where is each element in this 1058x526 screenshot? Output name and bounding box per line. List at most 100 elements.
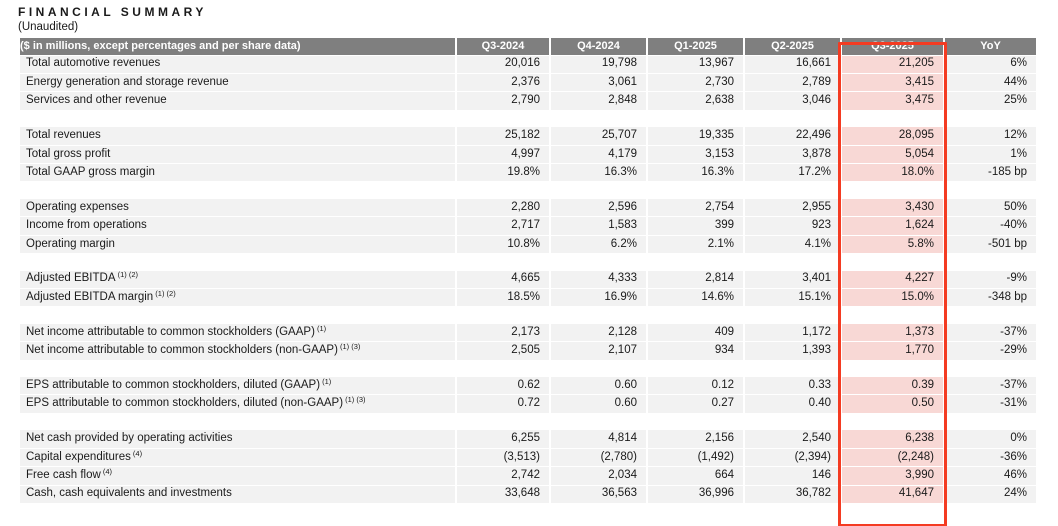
cell-q1-2025: 934 [648,342,743,360]
cell-yoy: 6% [945,55,1036,73]
cell-q3-2024: 20,016 [457,55,549,73]
cell-yoy: -31% [945,395,1036,413]
cell-yoy: 50% [945,198,1036,217]
column-header-q1-2025: Q1-2025 [648,38,743,55]
row-label: Adjusted EBITDA (1) (2) [20,270,455,288]
row-label: Total revenues [20,127,455,145]
cell-q2-2025: 1,172 [745,323,840,342]
table-row: Total revenues 25,182 25,707 19,335 22,496 28… [20,127,1036,145]
row-label: Income from operations [20,217,455,235]
row-label: Cash, cash equivalents and investments [20,485,455,503]
row-label-text: Adjusted EBITDA margin [26,290,154,303]
cell-yoy: 25% [945,92,1036,110]
cell-q4-2024: 2,107 [551,342,646,360]
page-subtitle: (Unaudited) [18,21,79,33]
table-row: Income from operations 2,717 1,583 399 923 1,… [20,217,1036,235]
row-label: Operating margin [20,235,455,254]
cell-q4-2024: 36,563 [551,485,646,503]
cell-q4-2024: 2,034 [551,467,646,485]
cell-q3-2024: 2,742 [457,467,549,485]
cell-q4-2024: 16.9% [551,288,646,307]
cell-q3-2025: 18.0% [842,163,943,182]
cell-q1-2025: 409 [648,323,743,342]
cell-yoy: -185 bp [945,163,1036,182]
cell-q2-2025: 0.40 [745,395,840,413]
cell-q1-2025: 0.27 [648,395,743,413]
cell-yoy: 0% [945,430,1036,448]
cell-q4-2024: 2,128 [551,323,646,342]
cell-q3-2025: 3,430 [842,198,943,217]
table-row: Net income attributable to common stockh… [20,342,1036,360]
footnote-ref: (1) [314,323,327,333]
cell-yoy: -40% [945,217,1036,235]
cell-yoy: 12% [945,127,1036,145]
row-label-text: Capital expenditures [26,450,131,463]
table-header-row: ($ in millions, except percentages and p… [20,38,1036,55]
cell-yoy: 46% [945,467,1036,485]
column-header-q4-2024: Q4-2024 [551,38,646,55]
cell-q1-2025: 14.6% [648,288,743,307]
cell-q3-2024: 4,665 [457,270,549,288]
page-title: FINANCIAL SUMMARY [18,5,207,19]
spacer-row [20,414,1036,430]
cell-q1-2025: 399 [648,217,743,235]
cell-q4-2024: 3,061 [551,73,646,92]
row-label-text: Net income attributable to common stockh… [26,344,338,357]
row-label-text: Operating expenses [26,200,129,213]
table-row: Adjusted EBITDA (1) (2) 4,665 4,333 2,814 3,… [20,270,1036,288]
row-label-text: Free cash flow [26,469,101,482]
table-row: Services and other revenue 2,790 2,848 2,63… [20,92,1036,110]
cell-q1-2025: 3,153 [648,145,743,163]
cell-q3-2024: 4,997 [457,145,549,163]
cell-q1-2025: 19,335 [648,127,743,145]
cell-q3-2025: (2,248) [842,448,943,467]
cell-q2-2025: 16,661 [745,55,840,73]
cell-q3-2024: 2,173 [457,323,549,342]
spacer-row [20,182,1036,198]
row-label: Capital expenditures (4) [20,448,455,467]
row-label-text: Total GAAP gross margin [26,165,155,178]
row-label-text: Net cash provided by operating activitie… [26,432,233,445]
row-label: EPS attributable to common stockholders,… [20,377,455,395]
financial-summary-page: FINANCIAL SUMMARY (Unaudited) ($ in mill… [0,5,1058,526]
spacer-row [20,111,1036,127]
cell-q1-2025: 2,156 [648,430,743,448]
cell-q3-2024: 6,255 [457,430,549,448]
cell-q3-2025: 21,205 [842,55,943,73]
row-label: EPS attributable to common stockholders,… [20,395,455,413]
cell-q3-2025: 15.0% [842,288,943,307]
cell-q4-2024: 2,848 [551,92,646,110]
row-label: Energy generation and storage revenue [20,73,455,92]
cell-q4-2024: 4,814 [551,430,646,448]
row-label-text: EPS attributable to common stockholders,… [26,379,321,392]
table-row: Adjusted EBITDA margin (1) (2) 18.5% 16.9%… [20,288,1036,307]
row-label-text: Energy generation and storage revenue [26,75,229,88]
cell-q4-2024: 0.60 [551,377,646,395]
cell-q1-2025: 2,754 [648,198,743,217]
cell-q3-2025: 0.50 [842,395,943,413]
footnote-ref: (1) (3) [343,395,366,405]
row-label-text: Adjusted EBITDA [26,272,116,285]
table-body: Total automotive revenues 20,016 19,798 13,… [20,55,1036,503]
cell-q3-2025: 1,624 [842,217,943,235]
table-row: Total automotive revenues 20,016 19,798 13,… [20,55,1036,73]
cell-q2-2025: 4.1% [745,235,840,254]
spacer-row [20,361,1036,377]
cell-q3-2025: 5,054 [842,145,943,163]
row-label-text: Services and other revenue [26,94,167,107]
footnote-ref: (1) (2) [153,288,176,298]
cell-q4-2024: 2,596 [551,198,646,217]
row-label-text: Total revenues [26,129,101,142]
table-row: Free cash flow (4) 2,742 2,034 664 146 3,990 4… [20,467,1036,485]
row-label-text: Net income attributable to common stockh… [26,325,315,338]
row-label: Free cash flow (4) [20,467,455,485]
cell-q3-2025: 3,475 [842,92,943,110]
cell-yoy: -37% [945,377,1036,395]
column-header-q2-2025: Q2-2025 [745,38,840,55]
row-label: Total GAAP gross margin [20,163,455,182]
cell-q4-2024: (2,780) [551,448,646,467]
row-label-text: Total automotive revenues [26,57,161,70]
cell-q1-2025: 36,996 [648,485,743,503]
cell-q2-2025: 1,393 [745,342,840,360]
cell-q3-2024: 18.5% [457,288,549,307]
